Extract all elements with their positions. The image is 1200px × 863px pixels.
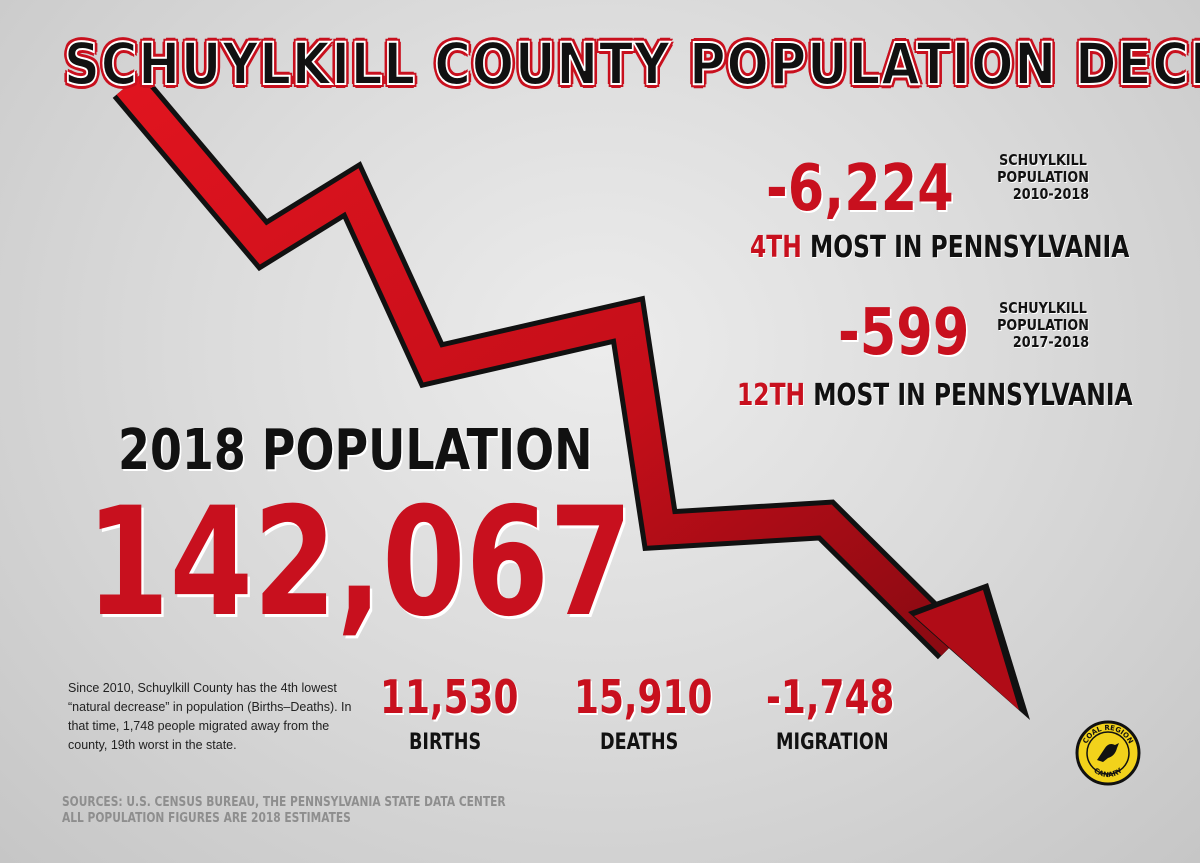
decline-arrow (112, 72, 1030, 720)
population-label: 2018 POPULATION (118, 418, 593, 483)
caption-line: SCHUYLKILL (999, 151, 1087, 169)
stat-caption-2017-2018: SCHUYLKILL POPULATION 2017-2018 (992, 300, 1112, 351)
sources-line: ALL POPULATION FIGURES ARE 2018 ESTIMATE… (62, 811, 351, 826)
deaths-label: DEATHS (600, 730, 679, 755)
rank-number: 12TH (737, 378, 806, 413)
rank-text: MOST IN PENNSYLVANIA (805, 378, 1133, 413)
caption-line: POPULATION (997, 316, 1089, 334)
canary-icon (1097, 743, 1119, 762)
stat-caption-2010-2018: SCHUYLKILL POPULATION 2010-2018 (992, 152, 1112, 203)
caption-line: POPULATION (997, 168, 1089, 186)
natural-decrease-note: Since 2010, Schuylkill County has the 4t… (68, 681, 352, 752)
rank-text: MOST IN PENNSYLVANIA (801, 230, 1130, 265)
births-label: BIRTHS (409, 730, 482, 755)
caption-line: SCHUYLKILL (999, 299, 1087, 317)
sources-line: SOURCES: U.S. CENSUS BUREAU, THE PENNSYL… (62, 795, 506, 810)
rank-2010-2018: 4TH MOST IN PENNSYLVANIA (750, 230, 1129, 265)
migration-value: -1,748 (766, 670, 895, 724)
canary-logo: COAL REGION CANARY (1075, 720, 1141, 786)
deaths-value: 15,910 (574, 670, 713, 724)
stat-decline-2017-2018: -599 (838, 296, 970, 370)
page-title: SCHUYLKILL COUNTY POPULATION DECLINE (63, 29, 1200, 99)
stat-decline-2010-2018: -6,224 (766, 152, 954, 226)
logo-bottom-text: CANARY (1092, 766, 1124, 779)
caption-line: 2010-2018 (1012, 185, 1090, 203)
migration-label: MIGRATION (776, 730, 889, 755)
population-value: 142,067 (86, 476, 633, 650)
caption-line: 2017-2018 (1012, 333, 1090, 351)
rank-number: 4TH (750, 230, 802, 265)
sources-footer: SOURCES: U.S. CENSUS BUREAU, THE PENNSYL… (62, 795, 506, 827)
rank-2017-2018: 12TH MOST IN PENNSYLVANIA (737, 378, 1133, 413)
svg-text:CANARY: CANARY (1092, 766, 1124, 779)
births-value: 11,530 (380, 670, 519, 724)
